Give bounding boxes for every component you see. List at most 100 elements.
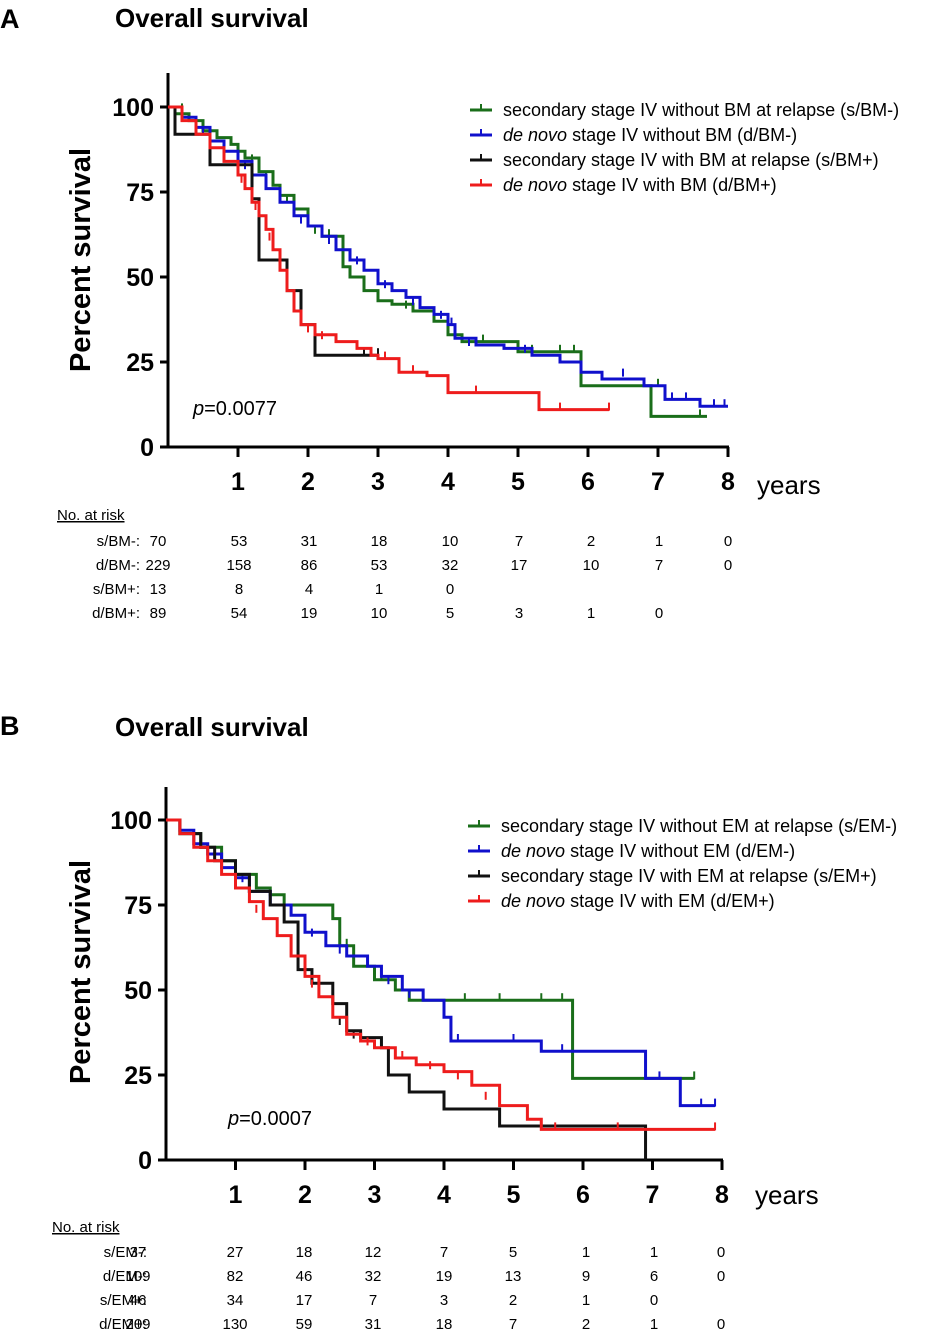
risk-cell: 229 (145, 557, 170, 574)
risk-cell: 18 (296, 1244, 313, 1261)
x-tick-label: 6 (576, 1181, 590, 1209)
x-tick-label: 8 (715, 1181, 729, 1209)
risk-cell: 12 (365, 1244, 382, 1261)
risk-row-label: s/BM-: (97, 533, 140, 550)
y-tick-label: 100 (112, 94, 154, 122)
legend-label: secondary stage IV with EM at relapse (s… (501, 866, 877, 886)
panel-b: B Overall survival Percent survival year… (0, 711, 897, 1333)
risk-cell: 34 (227, 1292, 244, 1309)
series-line-d/EM- (166, 818, 716, 1108)
risk-cell: 7 (655, 557, 663, 574)
risk-cell: 158 (226, 557, 251, 574)
risk-cell: 46 (296, 1268, 313, 1285)
risk-cell: 7 (440, 1244, 448, 1261)
panel-b-ylabel: Percent survival (65, 860, 97, 1084)
risk-cell: 0 (724, 557, 732, 574)
risk-cell: 109 (125, 1268, 150, 1285)
risk-cell: 17 (296, 1292, 313, 1309)
panel-a-x-unit: years (757, 470, 821, 500)
risk-cell: 2 (509, 1292, 517, 1309)
y-tick-label: 25 (124, 1062, 152, 1090)
panel-a-title: Overall survival (115, 3, 309, 33)
y-tick-label: 0 (138, 1147, 152, 1175)
risk-cell: 3 (440, 1292, 448, 1309)
risk-cell: 0 (655, 605, 663, 622)
risk-cell: 7 (509, 1316, 517, 1333)
x-tick-label: 8 (721, 468, 735, 496)
y-tick-label: 50 (126, 264, 154, 292)
x-tick-label: 7 (651, 468, 665, 496)
risk-cell: 8 (235, 581, 243, 598)
x-tick-label: 3 (371, 468, 385, 496)
risk-cell: 9 (582, 1268, 590, 1285)
risk-cell: 10 (442, 533, 459, 550)
x-tick-label: 5 (511, 468, 525, 496)
panel-b-risk-header: No. at risk (52, 1219, 120, 1236)
y-tick-label: 0 (140, 434, 154, 462)
x-tick-label: 2 (301, 468, 315, 496)
risk-cell: 4 (305, 581, 313, 598)
x-tick-label: 6 (581, 468, 595, 496)
risk-row-label: s/BM+: (93, 581, 140, 598)
risk-cell: 70 (150, 533, 167, 550)
risk-cell: 32 (442, 557, 459, 574)
risk-cell: 209 (125, 1316, 150, 1333)
risk-row-label: d/EM+: (99, 1316, 147, 1333)
legend-label: de novo stage IV with BM (d/BM+) (503, 175, 777, 195)
legend-label: de novo stage IV with EM (d/EM+) (501, 891, 775, 911)
panel-b-risk-table: s/EM-:37 27 18 12 7 5 1 1 0d/EM-:109 82 46 32 19 13 9 6… (99, 1244, 725, 1333)
risk-cell: 17 (511, 557, 528, 574)
risk-cell: 32 (365, 1268, 382, 1285)
y-tick-label: 75 (126, 179, 154, 207)
x-tick-label: 2 (298, 1181, 312, 1209)
panel-a-ylabel: Percent survival (65, 148, 97, 372)
panel-b-pvalue: p=0.0007 (227, 1108, 312, 1130)
risk-cell: 59 (296, 1316, 313, 1333)
legend-label: de novo stage IV without BM (d/BM-) (503, 125, 797, 145)
risk-cell: 5 (446, 605, 454, 622)
risk-cell: 18 (436, 1316, 453, 1333)
panel-b-plot (166, 818, 717, 1160)
risk-cell: 0 (717, 1244, 725, 1261)
panel-b-letter: B (0, 711, 20, 741)
panel-a-letter: A (0, 4, 20, 34)
risk-cell: 1 (375, 581, 383, 598)
panel-b-title: Overall survival (115, 712, 309, 742)
panel-a-plot (168, 103, 728, 418)
panel-b-legend: secondary stage IV without EM at relapse… (468, 816, 897, 911)
risk-cell: 1 (587, 605, 595, 622)
risk-cell: 0 (650, 1292, 658, 1309)
panel-b-x-unit: years (755, 1180, 819, 1210)
legend-label: secondary stage IV with BM at relapse (s… (503, 150, 879, 170)
risk-cell: 1 (650, 1244, 658, 1261)
legend-label: de novo stage IV without EM (d/EM-) (501, 841, 795, 861)
panel-a-risk-table: s/BM-: 70 53 31 18 10 7 2 1 0d/BM-: 229 158 86 53 32 17… (92, 533, 732, 622)
risk-cell: 53 (371, 557, 388, 574)
risk-cell: 0 (446, 581, 454, 598)
risk-cell: 10 (583, 557, 600, 574)
y-tick-label: 50 (124, 977, 152, 1005)
x-tick-label: 4 (437, 1181, 451, 1209)
risk-cell: 19 (301, 605, 318, 622)
risk-cell: 5 (509, 1244, 517, 1261)
risk-cell: 86 (301, 557, 318, 574)
y-tick-label: 100 (110, 807, 152, 835)
panel-a-axes: 0 25 50 75 100 1 2 3 4 5 6 7 8 (112, 73, 735, 496)
x-tick-label: 4 (441, 468, 455, 496)
risk-row-label: s/EM+: (100, 1292, 147, 1309)
legend-label: secondary stage IV without EM at relapse… (501, 816, 897, 836)
risk-cell: 2 (582, 1316, 590, 1333)
risk-cell: 130 (222, 1316, 247, 1333)
risk-cell: 82 (227, 1268, 244, 1285)
y-tick-label: 75 (124, 892, 152, 920)
risk-row-label: d/BM+: (92, 605, 140, 622)
risk-cell: 54 (231, 605, 248, 622)
risk-cell: 53 (231, 533, 248, 550)
risk-cell: 19 (436, 1268, 453, 1285)
risk-cell: 6 (650, 1268, 658, 1285)
risk-cell: 1 (650, 1316, 658, 1333)
panel-a-pvalue: p=0.0077 (192, 398, 277, 420)
risk-cell: 0 (724, 533, 732, 550)
x-tick-label: 3 (368, 1181, 382, 1209)
x-tick-label: 1 (231, 468, 245, 496)
